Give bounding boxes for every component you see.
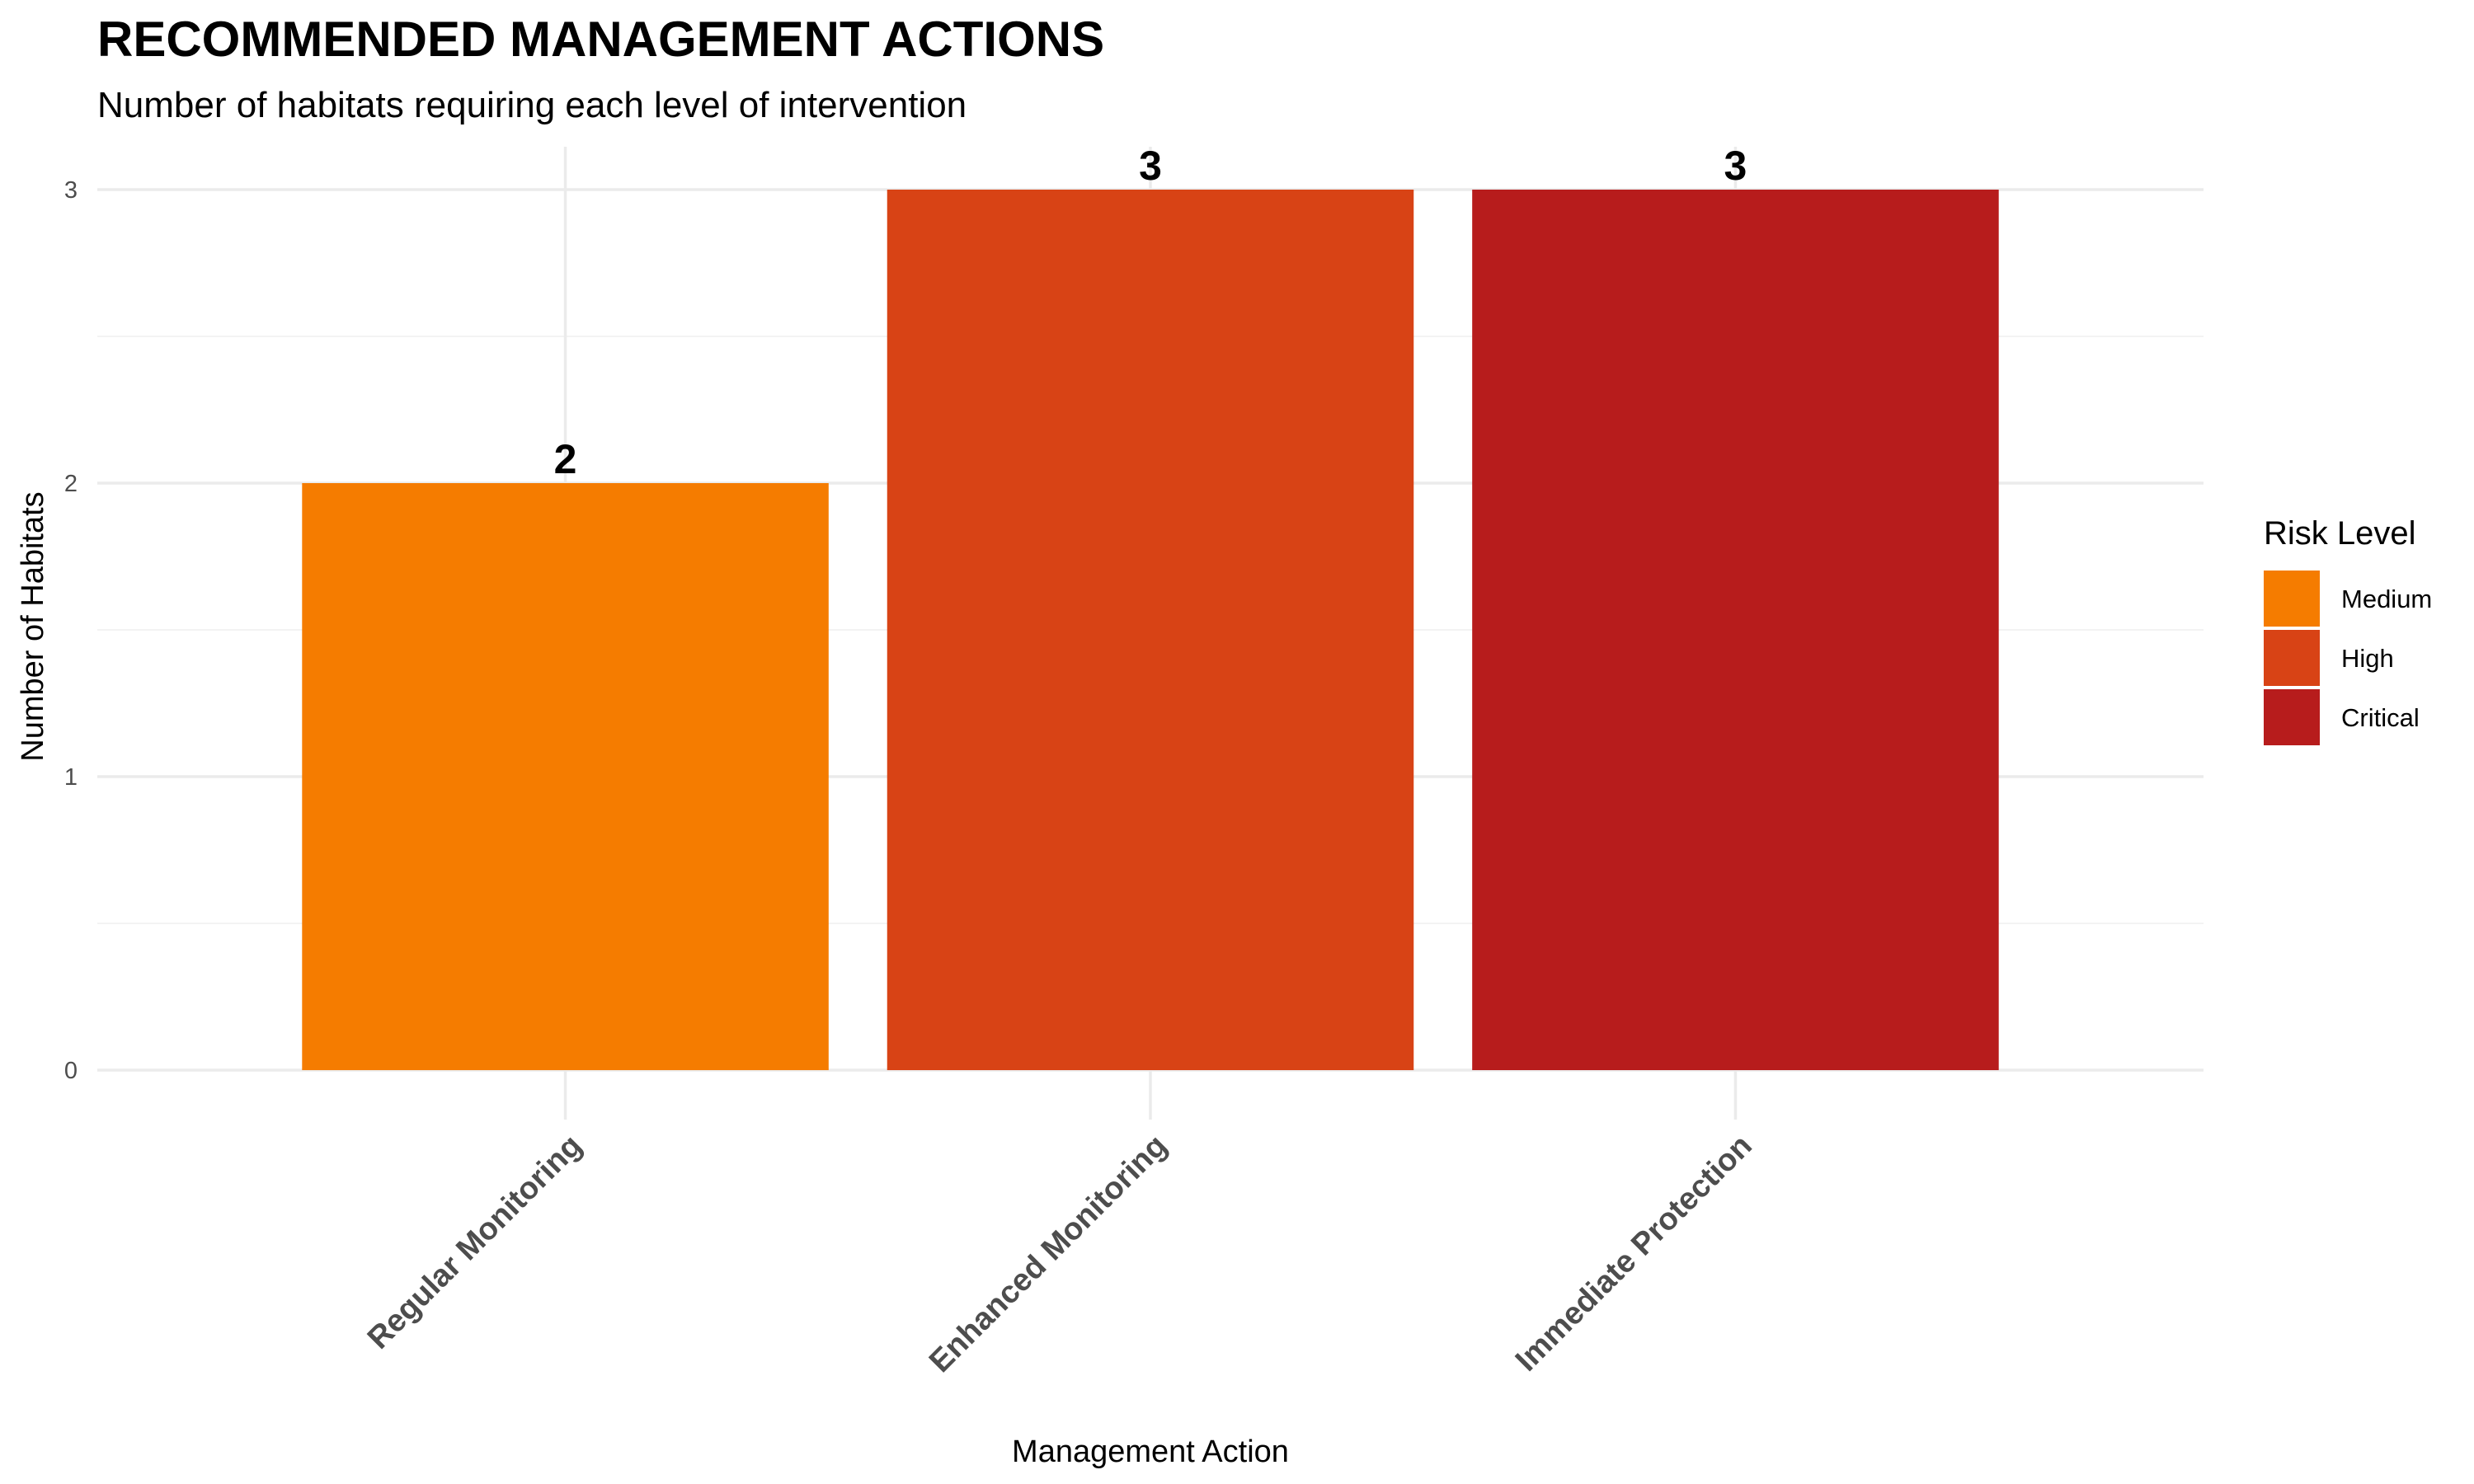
- legend-key: [2264, 630, 2320, 686]
- data-labels: 2 3 3: [554, 143, 1747, 482]
- bar: [1472, 190, 1999, 1070]
- y-tick-label: 1: [64, 764, 78, 791]
- y-axis-title: Number of Habitats: [16, 491, 50, 761]
- chart-title: RECOMMENDED MANAGEMENT ACTIONS: [97, 12, 1104, 67]
- bars: [302, 190, 1999, 1070]
- bar: [887, 190, 1414, 1070]
- legend-title: Risk Level: [2264, 515, 2416, 552]
- x-axis-title: Management Action: [1012, 1435, 1289, 1469]
- y-tick-label: 2: [64, 471, 78, 497]
- data-label: 3: [1139, 143, 1162, 189]
- legend-label: Medium: [2341, 585, 2432, 613]
- data-label: 2: [554, 436, 577, 482]
- legend-label: High: [2341, 644, 2394, 673]
- y-axis-ticks: 0 1 2 3: [64, 177, 78, 1084]
- bar: [302, 483, 829, 1070]
- legend-key: [2264, 689, 2320, 745]
- y-tick-label: 0: [64, 1058, 78, 1084]
- y-tick-label: 3: [64, 177, 78, 204]
- legend-key: [2264, 571, 2320, 627]
- data-label: 3: [1724, 143, 1747, 189]
- legend: Risk Level Medium High Critical: [2264, 515, 2432, 745]
- chart-subtitle: Number of habitats requiring each level …: [97, 85, 967, 125]
- legend-label: Critical: [2341, 703, 2420, 732]
